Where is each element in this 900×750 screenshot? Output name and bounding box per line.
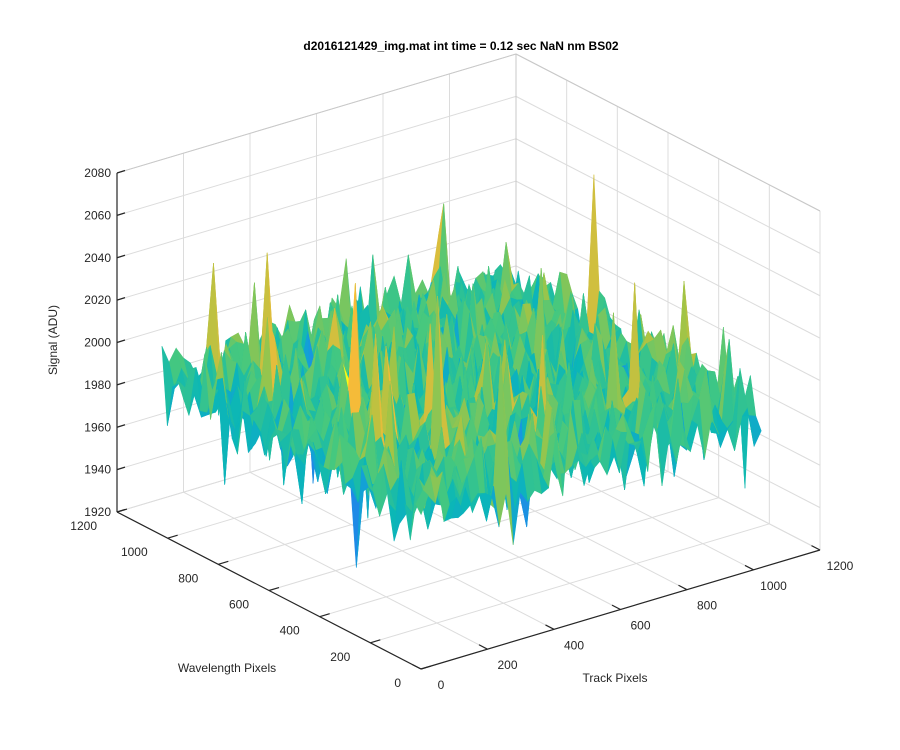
- y-axis-label: Wavelength Pixels: [178, 661, 276, 675]
- y-tick: [218, 560, 229, 565]
- tick-labels: 0 200 400 600 800 1000 1200 0 200 400 600 800 1000 12…: [70, 166, 853, 692]
- y-tick-label: 1000: [121, 545, 148, 559]
- y-tick-label: 400: [280, 624, 300, 638]
- x-tick-label: 400: [564, 638, 584, 652]
- y-tick-label: 0: [394, 676, 401, 690]
- axes-frame: [116, 169, 821, 670]
- z-tick-label: 2000: [84, 336, 111, 350]
- z-tick: [116, 339, 126, 344]
- x-tick-label: 600: [630, 619, 650, 633]
- z-tick-label: 2020: [84, 293, 111, 307]
- x-tick-label: 1200: [827, 559, 854, 573]
- x-axis-label: Track Pixels: [583, 671, 648, 685]
- x-tick: [545, 624, 555, 630]
- z-tick-label: 1940: [84, 463, 111, 477]
- grid-line: [515, 223, 821, 381]
- z-tick: [116, 297, 126, 301]
- grid-line: [515, 180, 821, 339]
- grid-line: [116, 138, 517, 259]
- z-tick: [116, 381, 126, 386]
- x-tick: [744, 564, 754, 571]
- grid-line: [515, 95, 821, 254]
- z-tick-label: 1920: [84, 505, 111, 519]
- y-tick: [420, 665, 432, 670]
- surface-patch: [415, 489, 429, 516]
- grid-line: [116, 95, 517, 216]
- y-tick-label: 1200: [70, 519, 97, 533]
- z-tick: [116, 424, 126, 428]
- y-tick: [167, 534, 178, 539]
- y-tick-label: 600: [229, 598, 249, 612]
- y-tick-label: 200: [330, 650, 350, 664]
- grid-line: [370, 523, 770, 644]
- x-tick-label: 200: [497, 658, 517, 672]
- chart-title: d2016121429_img.mat int time = 0.12 sec …: [303, 39, 618, 53]
- z-axis-label: Signal (ADU): [46, 305, 60, 375]
- z-tick: [116, 508, 126, 513]
- x-tick: [678, 584, 688, 591]
- y-tick: [268, 586, 280, 592]
- surface-patch: [748, 415, 762, 448]
- x-tick-label: 1000: [760, 579, 787, 593]
- surface-patch: [479, 492, 493, 522]
- y-tick: [370, 639, 381, 644]
- box-edge: [116, 53, 517, 174]
- z-tick-label: 2040: [84, 251, 111, 265]
- z-tick: [116, 212, 126, 216]
- y-tick: [319, 613, 330, 618]
- grid-line: [116, 180, 517, 301]
- grid-line: [116, 223, 517, 343]
- y-tick-label: 800: [178, 571, 198, 585]
- x-tick: [478, 644, 488, 650]
- x-tick-label: 0: [438, 678, 445, 692]
- z-tick: [116, 254, 126, 259]
- x-tick: [412, 664, 422, 670]
- z-tick-label: 1980: [84, 378, 111, 392]
- z-tick: [116, 466, 126, 471]
- x-tick: [811, 545, 821, 551]
- x-tick-label: 800: [697, 599, 717, 613]
- x-tick: [611, 604, 621, 611]
- surface: [161, 174, 762, 568]
- z-tick-label: 2060: [84, 208, 111, 222]
- grid-line: [319, 497, 719, 618]
- grid-line: [268, 471, 669, 591]
- z-tick: [116, 169, 126, 174]
- z-tick-label: 2080: [84, 166, 111, 180]
- grid-line: [515, 138, 821, 297]
- z-tick-label: 1960: [84, 420, 111, 434]
- box-edge: [515, 53, 821, 212]
